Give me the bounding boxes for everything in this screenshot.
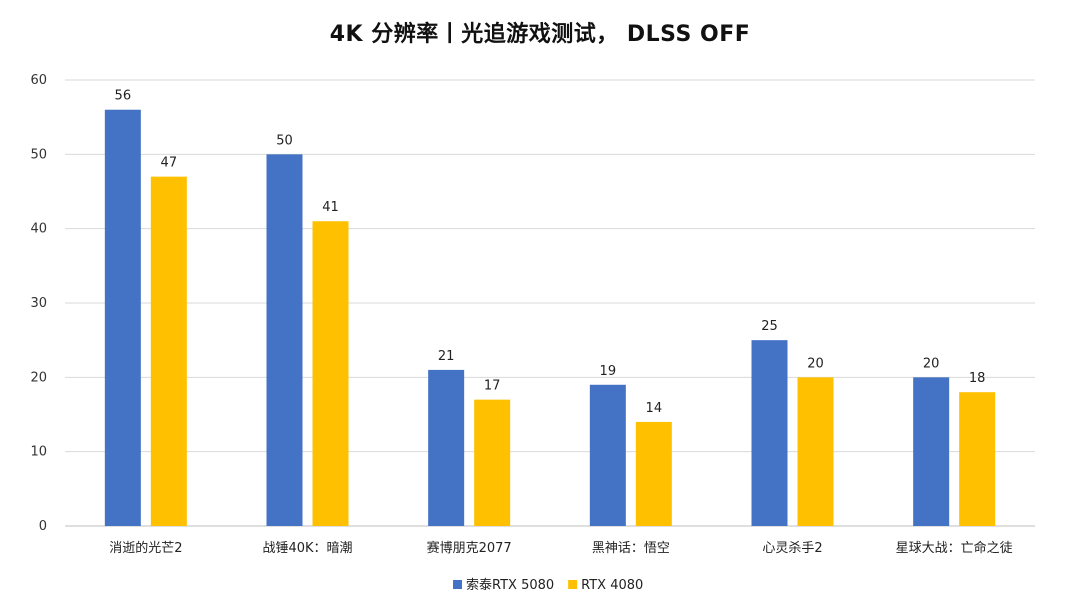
category-label-5: 星球大战：亡命之徒 <box>896 540 1013 556</box>
grid-layer <box>65 79 1035 527</box>
y-tick-label-0: 0 <box>39 519 47 534</box>
bar-series1-cat5 <box>959 392 996 526</box>
category-label-3: 黑神话：悟空 <box>592 541 670 556</box>
bars <box>104 109 996 527</box>
legend: 索泰RTX 5080 RTX 4080 <box>453 578 643 593</box>
data-labels: 56 47 50 41 21 17 19 14 25 20 20 18 <box>115 89 986 416</box>
bar-series1-cat4 <box>797 377 834 526</box>
bar-series0-cat0 <box>104 109 141 526</box>
y-axis-ticks: 0 10 20 30 40 50 60 <box>30 73 47 534</box>
legend-label-0: 索泰RTX 5080 <box>466 578 554 593</box>
bar-series1-cat0 <box>150 176 187 526</box>
category-label-0: 消逝的光芒2 <box>109 540 182 556</box>
bar-series0-cat1 <box>266 154 303 527</box>
data-label-series1-cat1: 41 <box>322 200 339 215</box>
bar-series0-cat3 <box>589 384 626 526</box>
bar-series1-cat2 <box>474 399 511 526</box>
y-tick-label-20: 20 <box>30 370 47 385</box>
y-tick-label-40: 40 <box>30 222 47 237</box>
legend-swatch-1 <box>568 580 578 589</box>
category-label-4: 心灵杀手2 <box>762 541 822 556</box>
data-label-series0-cat1: 50 <box>276 133 293 148</box>
data-label-series1-cat0: 47 <box>161 156 178 171</box>
bar-series1-cat1 <box>312 221 349 526</box>
chart-title: 4K 分辨率丨光追游戏测试， DLSS OFF <box>329 22 751 47</box>
category-label-2: 赛博朋克2077 <box>427 540 512 556</box>
data-label-series1-cat2: 17 <box>484 379 501 394</box>
legend-swatch-0 <box>453 580 462 589</box>
data-label-series1-cat3: 14 <box>646 401 663 416</box>
x-axis-categories: 消逝的光芒2 战锤40K：暗潮 赛博朋克2077 黑神话：悟空 心灵杀手2 星球大战：亡命… <box>109 540 1012 556</box>
data-label-series1-cat5: 18 <box>969 371 986 386</box>
data-label-series0-cat3: 19 <box>600 364 617 379</box>
bar-series0-cat2 <box>428 369 465 526</box>
data-label-series1-cat4: 20 <box>807 356 824 371</box>
y-tick-label-60: 60 <box>30 73 47 88</box>
legend-label-1: RTX 4080 <box>581 578 643 593</box>
bar-series1-cat3 <box>635 421 672 526</box>
data-label-series0-cat0: 56 <box>115 89 132 104</box>
y-tick-label-10: 10 <box>30 445 47 460</box>
y-tick-label-30: 30 <box>30 296 47 311</box>
data-label-series0-cat2: 21 <box>438 349 455 364</box>
data-label-series0-cat4: 25 <box>761 319 778 334</box>
category-label-1: 战锤40K：暗潮 <box>262 541 352 556</box>
y-tick-label-50: 50 <box>30 147 47 162</box>
bar-series0-cat5 <box>913 377 950 526</box>
data-label-series0-cat5: 20 <box>923 356 940 371</box>
bar-series0-cat4 <box>751 340 788 526</box>
